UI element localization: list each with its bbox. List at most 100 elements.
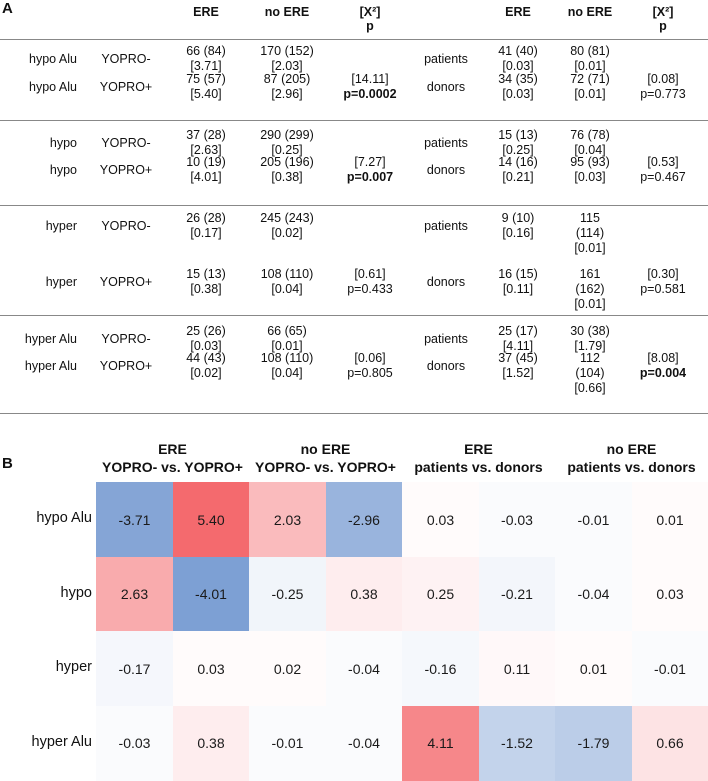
cell-chi-2: p=0.773 bbox=[623, 87, 703, 102]
cell-no-ere-2: 30 (38) bbox=[545, 324, 635, 339]
cell-chi-2: p=0.581 bbox=[623, 282, 703, 297]
heatmap-column-header-line1: ERE bbox=[93, 440, 253, 458]
heatmap-cell: -0.17 bbox=[96, 631, 173, 706]
header-p-2: p bbox=[633, 19, 693, 34]
cell-no-ere: [0.04] bbox=[242, 282, 332, 297]
cell-chi-2: p=0.004 bbox=[623, 366, 703, 381]
cell-no-ere: 290 (299) bbox=[242, 128, 332, 143]
heatmap-column-header-line1: no ERE bbox=[552, 440, 708, 458]
cell-ere: 66 (84) bbox=[161, 44, 251, 59]
heatmap-cell: 0.11 bbox=[479, 631, 556, 706]
table-rule bbox=[0, 413, 708, 414]
cell-group: donors bbox=[411, 163, 481, 178]
heatmap-cell: 0.02 bbox=[249, 631, 326, 706]
row-label-yopro: YOPRO+ bbox=[91, 163, 161, 178]
heatmap-cell: -0.25 bbox=[249, 557, 326, 632]
heatmap-cell: -0.03 bbox=[96, 706, 173, 781]
header-no-ere-2: no ERE bbox=[545, 5, 635, 20]
heatmap-cell: 0.66 bbox=[632, 706, 708, 781]
cell-chi-2: [8.08] bbox=[623, 351, 703, 366]
row-label-region: hypo bbox=[0, 136, 77, 151]
heatmap-column-header-line2: YOPRO- vs. YOPRO+ bbox=[93, 458, 253, 476]
cell-no-ere-2: 95 (93) bbox=[545, 155, 635, 170]
cell-ere: 25 (26) bbox=[161, 324, 251, 339]
cell-no-ere: 205 (196) bbox=[242, 155, 332, 170]
cell-group: donors bbox=[411, 359, 481, 374]
heatmap-cell: 2.03 bbox=[249, 482, 326, 557]
row-label-yopro: YOPRO+ bbox=[91, 80, 161, 95]
cell-no-ere: 108 (110) bbox=[242, 267, 332, 282]
cell-group: patients bbox=[411, 219, 481, 234]
heatmap-cell: 2.63 bbox=[96, 557, 173, 632]
heatmap-cell: 0.03 bbox=[173, 631, 250, 706]
cell-no-ere-2: (162) bbox=[545, 282, 635, 297]
row-label-region: hyper bbox=[0, 219, 77, 234]
heatmap-row-header: hypo Alu bbox=[0, 510, 92, 526]
heatmap-cell: 0.01 bbox=[632, 482, 708, 557]
cell-chi-2: [0.08] bbox=[623, 72, 703, 87]
heatmap-cell: 5.40 bbox=[173, 482, 250, 557]
cell-chi-2: [0.53] bbox=[623, 155, 703, 170]
heatmap-row-header: hypo bbox=[0, 585, 92, 601]
cell-no-ere-2: 161 bbox=[545, 267, 635, 282]
heatmap-cell: -0.04 bbox=[326, 706, 403, 781]
cell-ere: [5.40] bbox=[161, 87, 251, 102]
cell-no-ere-2: [0.01] bbox=[545, 297, 635, 312]
row-label-region: hyper Alu bbox=[0, 359, 77, 374]
heatmap-cell: -0.03 bbox=[479, 482, 556, 557]
heatmap-column-header-line2: patients vs. donors bbox=[399, 458, 559, 476]
header-no-ere: no ERE bbox=[242, 5, 332, 20]
cell-no-ere-2: (104) bbox=[545, 366, 635, 381]
row-label-yopro: YOPRO- bbox=[91, 332, 161, 347]
cell-no-ere: [0.02] bbox=[242, 226, 332, 241]
cell-no-ere-2: [0.01] bbox=[545, 87, 635, 102]
row-label-yopro: YOPRO- bbox=[91, 219, 161, 234]
heatmap-cell: 0.03 bbox=[632, 557, 708, 632]
heatmap-row-header: hyper bbox=[0, 659, 92, 675]
cell-no-ere: 108 (110) bbox=[242, 351, 332, 366]
row-label-region: hypo bbox=[0, 163, 77, 178]
row-label-region: hypo Alu bbox=[0, 52, 77, 67]
cell-ere: 37 (28) bbox=[161, 128, 251, 143]
heatmap-cell: 0.03 bbox=[402, 482, 479, 557]
row-label-region: hyper Alu bbox=[0, 332, 77, 347]
cell-group: patients bbox=[411, 332, 481, 347]
cell-chi-2: [0.30] bbox=[623, 267, 703, 282]
cell-ere: [0.02] bbox=[161, 366, 251, 381]
heatmap-column-header-line1: no ERE bbox=[246, 440, 406, 458]
cell-ere: 75 (57) bbox=[161, 72, 251, 87]
cell-chi: p=0.433 bbox=[330, 282, 410, 297]
heatmap-cell: -0.01 bbox=[555, 482, 632, 557]
heatmap-cell: -1.79 bbox=[555, 706, 632, 781]
cell-ere: [0.17] bbox=[161, 226, 251, 241]
heatmap-cell: -2.96 bbox=[326, 482, 403, 557]
cell-chi: p=0.007 bbox=[330, 170, 410, 185]
table-rule bbox=[0, 120, 708, 121]
header-chi-2: [X²] bbox=[633, 5, 693, 20]
row-label-yopro: YOPRO- bbox=[91, 52, 161, 67]
cell-chi: [0.06] bbox=[330, 351, 410, 366]
heatmap-cell: 4.11 bbox=[402, 706, 479, 781]
cell-chi-2: p=0.467 bbox=[623, 170, 703, 185]
cell-ere: 44 (43) bbox=[161, 351, 251, 366]
cell-group: donors bbox=[411, 275, 481, 290]
heatmap-cell: -0.16 bbox=[402, 631, 479, 706]
cell-ere: [4.01] bbox=[161, 170, 251, 185]
row-label-region: hypo Alu bbox=[0, 80, 77, 95]
row-label-region: hyper bbox=[0, 275, 77, 290]
cell-chi: [7.27] bbox=[330, 155, 410, 170]
heatmap-column-header-line1: ERE bbox=[399, 440, 559, 458]
heatmap-cell: 0.01 bbox=[555, 631, 632, 706]
heatmap-cell: -3.71 bbox=[96, 482, 173, 557]
table-rule bbox=[0, 39, 708, 40]
row-label-yopro: YOPRO- bbox=[91, 136, 161, 151]
heatmap-column-header-line2: YOPRO- vs. YOPRO+ bbox=[246, 458, 406, 476]
cell-no-ere-2: 80 (81) bbox=[545, 44, 635, 59]
row-label-yopro: YOPRO+ bbox=[91, 275, 161, 290]
table-rule bbox=[0, 205, 708, 206]
heatmap-cell: 0.38 bbox=[173, 706, 250, 781]
heatmap-cell: 0.25 bbox=[402, 557, 479, 632]
